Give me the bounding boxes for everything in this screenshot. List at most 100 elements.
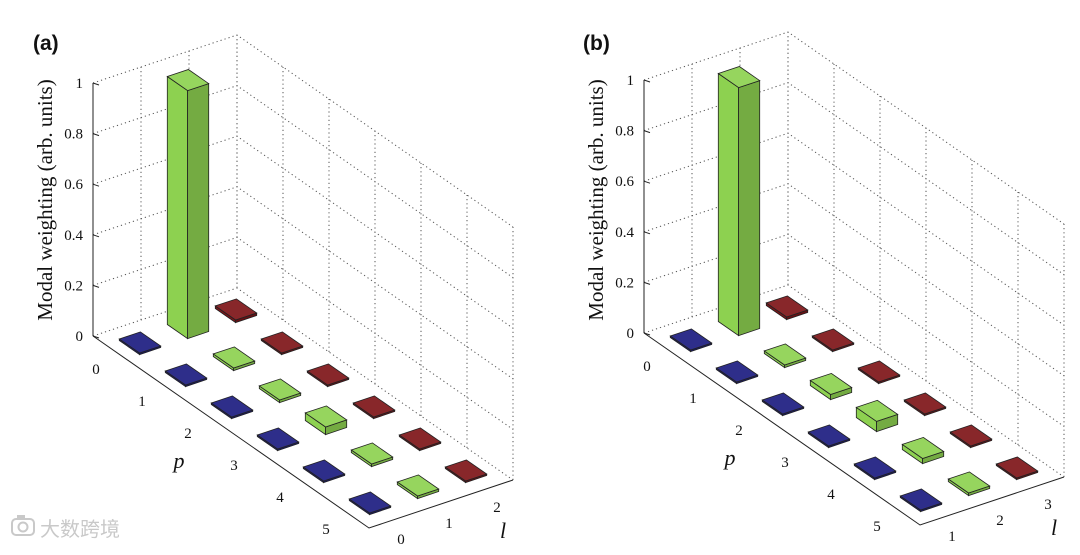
- z-tick-label: 0: [76, 329, 84, 345]
- bar-p2-l1: [761, 392, 805, 417]
- z-tick: [643, 281, 651, 285]
- z-tick: [643, 79, 651, 83]
- bar-top-face: [306, 363, 350, 386]
- z-tick-label: 1: [76, 76, 84, 92]
- bar-p4-l3: [949, 424, 993, 449]
- panel-label: (a): [33, 32, 59, 55]
- watermark-text: 大数跨境: [40, 517, 120, 541]
- bar-top-face: [350, 442, 394, 465]
- bar-p4-l2: [901, 436, 945, 465]
- bar-top-face: [717, 66, 761, 89]
- bar-p3-l2: [352, 395, 396, 420]
- bar-top-face: [949, 424, 993, 447]
- bar-top-face: [899, 488, 943, 511]
- bar-top-face: [995, 456, 1039, 479]
- bar-p2-l3: [857, 360, 901, 385]
- p-tick-label: 5: [873, 519, 881, 535]
- bar-top-face: [166, 69, 210, 92]
- floor-edges: [643, 332, 1065, 526]
- bar-p0-l1: [166, 69, 210, 340]
- l-axis-name: l: [500, 518, 506, 543]
- z-tick: [92, 335, 100, 339]
- bar-p2-l1: [258, 378, 302, 404]
- bar-top-face: [669, 328, 713, 351]
- bar-top-face: [763, 343, 807, 366]
- z-tick: [92, 284, 100, 288]
- bar-p3-l1: [807, 424, 851, 449]
- bar-p4-l1: [350, 442, 394, 468]
- bar-top-face: [853, 456, 897, 479]
- bar-top-face: [761, 392, 805, 415]
- bar-top-face: [348, 491, 392, 514]
- bar-top-face: [164, 363, 208, 386]
- l-tick-label: 3: [1044, 497, 1052, 513]
- bar-p1-l2: [260, 331, 304, 356]
- z-tick-label: 0.2: [64, 278, 83, 294]
- bar-top-face: [809, 372, 853, 395]
- bar-front-face: [166, 75, 189, 340]
- grid-lines: [92, 34, 514, 481]
- watermark: 大数跨境: [11, 515, 120, 541]
- bar-p0-l3: [765, 295, 809, 321]
- bar-top-face: [302, 459, 346, 482]
- p-tick-label: 4: [827, 487, 835, 503]
- bar-top-face: [398, 427, 442, 450]
- z-tick: [92, 183, 100, 187]
- y-axis-label: Modal weighting (arb. units): [584, 79, 608, 320]
- l-tick-label: 1: [445, 516, 453, 532]
- z-tick: [92, 234, 100, 238]
- z-tick-label: 0.6: [615, 174, 634, 190]
- bar-p3-l2: [855, 399, 899, 433]
- l-tick-label: 0: [397, 532, 405, 548]
- bar-p0-l1: [669, 328, 713, 353]
- z-tick: [92, 133, 100, 137]
- p-tick-label: 3: [230, 458, 238, 474]
- p-tick-label: 2: [735, 423, 743, 439]
- z-tick: [92, 82, 100, 86]
- p-tick-label: 2: [184, 426, 192, 442]
- bar-top-face: [855, 399, 899, 422]
- bar-p2-l0: [210, 395, 254, 420]
- bars: [118, 69, 488, 516]
- bar-p3-l0: [256, 427, 300, 452]
- chart-panel-a: 0 0.2 0.4 0.6 0.8 1 0 1 2 3 4 5 0 1 2 p l (a) Modal weight…: [33, 32, 514, 548]
- z-tick: [643, 180, 651, 184]
- bar-p0-l2: [717, 66, 761, 337]
- bar-top-face: [256, 427, 300, 450]
- panel-label: (b): [583, 32, 610, 55]
- z-tick-label: 0: [627, 326, 635, 342]
- bar-p5-l0: [348, 491, 392, 516]
- p-axis-name: p: [723, 445, 736, 470]
- bar-side-face: [187, 83, 210, 340]
- l-tick-label: 2: [493, 500, 501, 516]
- p-tick-label: 1: [138, 394, 146, 410]
- bar-top-face: [214, 298, 258, 321]
- bar-top-face: [118, 331, 162, 354]
- l-axis-name: l: [1051, 515, 1057, 540]
- bar-p1-l0: [164, 363, 208, 388]
- bars: [669, 66, 1039, 513]
- chart-panel-b: 0 0.2 0.4 0.6 0.8 1 0 1 2 3 4 5 1 2 3 p l (b) Modal weight…: [583, 31, 1065, 545]
- bar-top-face: [807, 424, 851, 447]
- p-tick-label: 4: [276, 490, 284, 506]
- bar-p1-l3: [811, 328, 855, 353]
- bar-top-face: [811, 328, 855, 351]
- p-tick-label: 0: [92, 362, 100, 378]
- bar-p4-l2: [398, 427, 442, 452]
- z-tick-label: 1: [627, 73, 635, 89]
- bar-p1-l1: [212, 346, 256, 372]
- z-tick: [643, 332, 651, 336]
- bar-front-face: [717, 72, 739, 337]
- bar-p5-l3: [995, 456, 1039, 481]
- bar-top-face: [765, 295, 809, 318]
- bar-p5-l2: [444, 459, 488, 484]
- z-gridline: [92, 287, 514, 481]
- bar-top-face: [258, 378, 302, 401]
- z-tick-label: 0.8: [64, 127, 83, 143]
- l-tick-label: 1: [948, 529, 956, 545]
- z-tick: [643, 130, 651, 134]
- bar-top-face: [715, 360, 759, 383]
- bar-top-face: [260, 331, 304, 354]
- bar-p3-l1: [304, 405, 348, 436]
